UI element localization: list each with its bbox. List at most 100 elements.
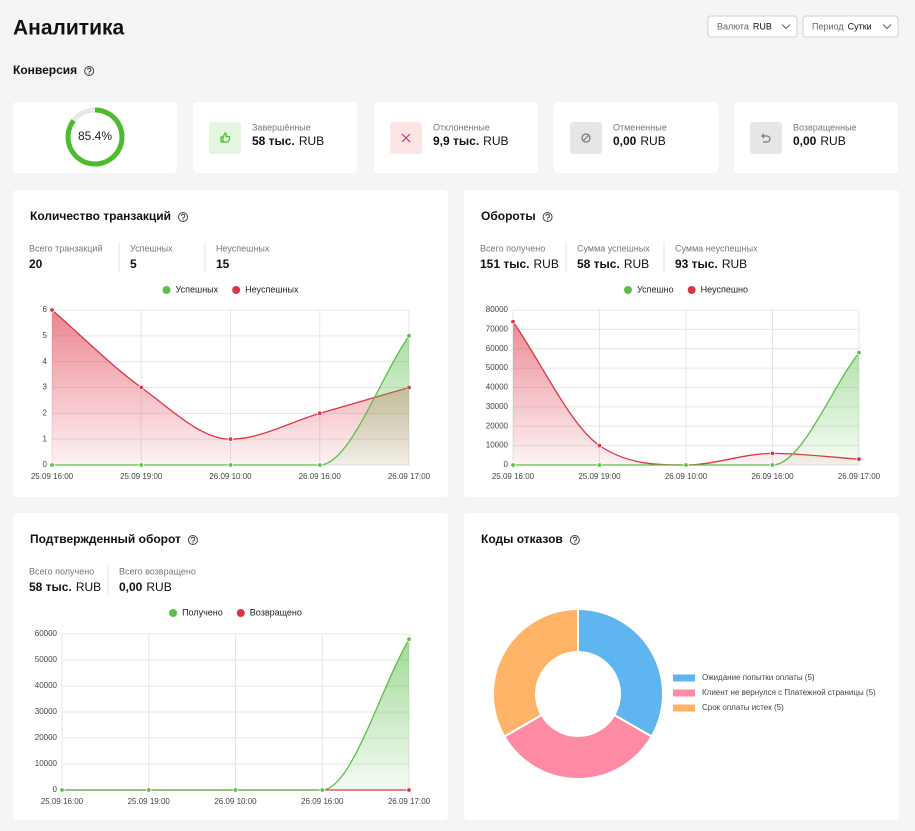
filter-select[interactable]: Валюта RUB — [707, 15, 798, 38]
legend-dot — [623, 286, 632, 294]
help-circle — [187, 535, 198, 545]
card-amount: 0,00 — [613, 134, 637, 148]
icon-return — [761, 133, 771, 143]
point — [510, 318, 516, 325]
help-icon[interactable] — [542, 212, 553, 222]
help-circle — [542, 212, 553, 222]
help-dot — [574, 542, 576, 544]
card-amount: 9,9 тыс. — [433, 134, 479, 148]
stat-label: Успешных — [130, 243, 173, 253]
y-tick-label: 60000 — [486, 344, 509, 353]
stat-value: 5 — [130, 257, 137, 271]
help-icon[interactable] — [84, 66, 95, 76]
filter-text: Период Сутки — [812, 22, 872, 32]
card — [554, 102, 718, 173]
stat-label: Всего возвращено — [119, 566, 196, 576]
x-tick-label: 26.09 16:00 — [299, 472, 342, 481]
point — [59, 787, 65, 793]
help-circle — [178, 212, 189, 222]
help-icon[interactable] — [569, 535, 580, 545]
stat-number: 20 — [29, 257, 43, 271]
legend-label: Ожидание попытки оплаты (5) — [702, 673, 815, 682]
point — [510, 462, 516, 468]
stat-unit: RUB — [534, 257, 559, 271]
legend-dot — [162, 286, 171, 294]
help-dot — [192, 542, 194, 544]
x-tick-label: 26.09 17:00 — [388, 472, 431, 481]
status-icon-box — [750, 122, 782, 154]
stat-label: Сумма успешных — [577, 243, 650, 253]
card-label: Возвращенные — [793, 122, 857, 132]
y-tick-label: 50000 — [486, 363, 509, 372]
stat-value: 151 тыс. RUB — [480, 257, 559, 271]
chevron — [882, 24, 892, 30]
legend-label: Неуспешно — [701, 284, 748, 294]
card-value: 0,00 RUB — [613, 134, 666, 148]
chevron — [781, 24, 791, 30]
help-mark — [572, 536, 578, 542]
help-mark — [87, 67, 92, 73]
card-label: Завершённые — [252, 122, 311, 132]
x-tick-label: 25.09 19:00 — [120, 472, 163, 481]
filter-value: Сутки — [848, 22, 872, 32]
y-tick-label: 10000 — [486, 441, 509, 450]
pie-slice — [492, 607, 579, 738]
card-currency: RUB — [820, 134, 845, 148]
x-tick-label: 26.09 10:00 — [665, 472, 708, 481]
legend-label: Возвращено — [250, 607, 302, 617]
icon-cancel — [581, 133, 591, 143]
y-tick-label: 20000 — [35, 733, 58, 742]
area — [52, 335, 409, 465]
y-tick-label: 60000 — [35, 629, 58, 638]
x-tick-label: 26.09 10:00 — [214, 797, 257, 806]
card — [734, 102, 898, 173]
stat-value: 20 — [29, 257, 43, 271]
y-tick-label: 0 — [53, 785, 58, 794]
filter-box — [802, 15, 899, 38]
stat-number: 93 тыс. — [675, 257, 718, 271]
legend-dot — [236, 609, 245, 617]
y-tick-label: 6 — [43, 305, 48, 314]
filter-label: Период — [812, 22, 844, 32]
point — [317, 410, 323, 417]
card-currency: RUB — [483, 134, 508, 148]
line — [52, 335, 410, 466]
help-mark — [180, 213, 186, 219]
icon-thumb — [220, 132, 231, 143]
x-tick-label: 25.09 16:00 — [41, 797, 84, 806]
stat-value: 58 тыс. RUB — [577, 257, 649, 271]
card-label: Отклоненные — [433, 122, 490, 132]
legend-dot — [232, 286, 241, 294]
y-tick-label: 20000 — [486, 421, 509, 430]
stat-number: 58 тыс. — [29, 580, 72, 594]
stat-number: 151 тыс. — [480, 257, 530, 271]
help-icon[interactable] — [187, 535, 198, 545]
x-tick-label: 26.09 17:00 — [388, 797, 431, 806]
stat-value: 0,00 RUB — [119, 580, 172, 594]
point — [227, 462, 234, 468]
filter-box — [707, 15, 798, 38]
legend-label: Успешных — [176, 284, 219, 294]
y-tick-label: 30000 — [486, 402, 509, 411]
help-dot — [88, 73, 90, 75]
line — [513, 352, 860, 466]
y-tick-label: 0 — [504, 460, 509, 469]
card-label: Отмененные — [613, 122, 667, 132]
y-tick-label: 1 — [43, 434, 48, 443]
point — [49, 462, 55, 468]
card-currency: RUB — [640, 134, 665, 148]
legend-label: Неуспешных — [245, 284, 299, 294]
point — [232, 787, 239, 793]
stat-number: 5 — [130, 257, 137, 271]
filter-select[interactable]: Период Сутки — [802, 15, 899, 38]
stat-label: Неуспешных — [216, 243, 270, 253]
legend-label: Клиент не вернулся с Платежной страницы … — [702, 688, 876, 697]
card — [193, 102, 357, 173]
panel — [13, 513, 448, 820]
stat-value: 93 тыс. RUB — [675, 257, 747, 271]
help-circle — [84, 66, 95, 76]
page-title: Аналитика — [13, 17, 124, 40]
section-title: Обороты — [481, 209, 536, 223]
legend: Успешно Неуспешно — [623, 284, 748, 294]
help-icon[interactable] — [178, 212, 189, 222]
